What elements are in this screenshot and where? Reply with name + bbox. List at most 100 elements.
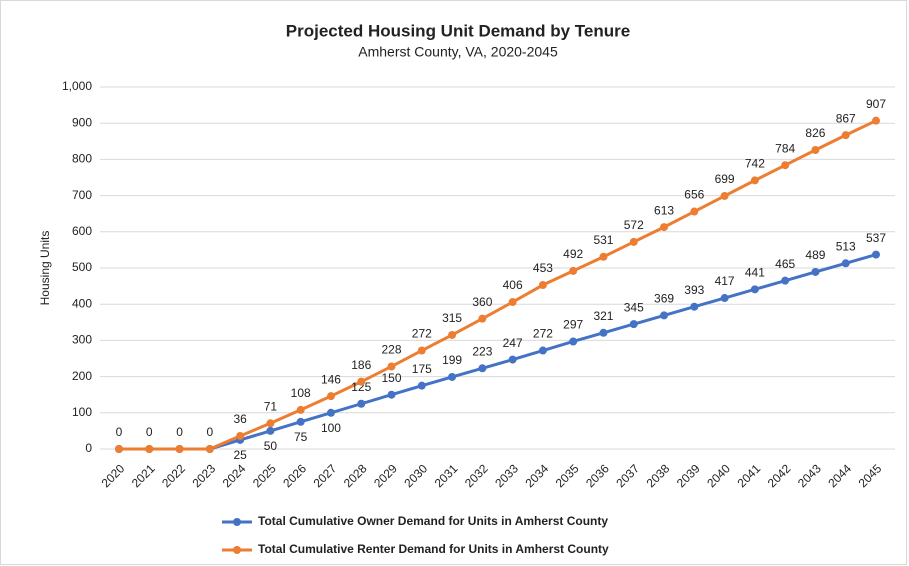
data-point xyxy=(448,330,457,339)
data-point xyxy=(811,145,820,154)
data-point xyxy=(841,131,850,140)
data-label: 742 xyxy=(745,157,765,171)
data-point xyxy=(599,328,608,337)
data-label: 784 xyxy=(775,141,795,155)
data-point xyxy=(296,417,305,426)
series-line xyxy=(119,253,877,451)
data-label: 0 xyxy=(116,425,123,439)
data-point xyxy=(266,419,275,428)
data-label: 907 xyxy=(866,97,886,111)
data-point xyxy=(781,276,790,285)
data-point xyxy=(660,223,669,232)
data-label: 572 xyxy=(624,218,644,232)
data-point xyxy=(508,298,517,307)
data-label: 531 xyxy=(593,233,613,247)
data-point xyxy=(296,405,305,414)
data-label: 228 xyxy=(382,343,402,357)
data-point xyxy=(690,302,699,311)
data-point xyxy=(811,267,820,276)
data-label: 453 xyxy=(533,261,553,275)
y-tick-label: 700 xyxy=(72,188,92,202)
data-point xyxy=(841,259,850,268)
data-point xyxy=(629,237,638,246)
data-label: 71 xyxy=(264,399,278,413)
data-point xyxy=(569,337,578,346)
y-tick-label: 900 xyxy=(72,115,92,129)
y-tick-label: 500 xyxy=(72,260,92,274)
data-label: 186 xyxy=(351,358,371,372)
data-point xyxy=(387,362,396,371)
data-point xyxy=(357,377,366,386)
data-label: 146 xyxy=(321,372,341,386)
y-tick-label: 300 xyxy=(72,333,92,347)
data-point xyxy=(387,390,396,399)
legend-marker xyxy=(233,546,241,554)
data-label: 369 xyxy=(654,292,674,306)
data-label: 297 xyxy=(563,318,583,332)
data-point xyxy=(145,445,154,453)
legend-label: Total Cumulative Owner Demand for Units … xyxy=(258,514,608,528)
data-point xyxy=(781,161,790,170)
data-label: 272 xyxy=(533,327,553,341)
data-label: 360 xyxy=(472,295,492,309)
data-label: 489 xyxy=(805,248,825,262)
data-point xyxy=(417,381,426,390)
data-label: 199 xyxy=(442,353,462,367)
data-label: 613 xyxy=(654,203,674,217)
data-label: 345 xyxy=(624,300,644,314)
data-label: 50 xyxy=(264,439,278,453)
y-tick-label: 100 xyxy=(72,405,92,419)
data-label: 175 xyxy=(412,362,432,376)
data-label: 315 xyxy=(442,311,462,325)
data-label: 656 xyxy=(684,188,704,202)
data-point xyxy=(326,408,335,417)
data-label: 537 xyxy=(866,231,886,245)
data-label: 0 xyxy=(206,425,213,439)
y-tick-label: 0 xyxy=(85,441,92,455)
data-point xyxy=(629,320,638,329)
data-point xyxy=(569,266,578,275)
data-point xyxy=(326,392,335,401)
legend-marker xyxy=(233,518,241,526)
data-point xyxy=(872,250,880,259)
data-label: 826 xyxy=(805,126,825,140)
data-label: 150 xyxy=(382,371,402,385)
data-point xyxy=(508,355,517,364)
data-label: 75 xyxy=(294,430,308,444)
y-tick-label: 800 xyxy=(72,152,92,166)
data-point xyxy=(417,346,426,355)
data-point xyxy=(538,281,547,290)
data-point xyxy=(720,191,729,200)
data-label: 867 xyxy=(836,111,856,125)
y-tick-label: 1,000 xyxy=(62,79,92,93)
data-point xyxy=(872,116,880,125)
y-tick-label: 600 xyxy=(72,224,92,238)
legend-label: Total Cumulative Renter Demand for Units… xyxy=(258,542,609,556)
data-label: 100 xyxy=(321,421,341,435)
data-label: 0 xyxy=(146,425,153,439)
data-point xyxy=(750,176,759,185)
data-label: 125 xyxy=(351,380,371,394)
data-point xyxy=(266,426,275,435)
data-label: 699 xyxy=(715,172,735,186)
data-label: 272 xyxy=(412,327,432,341)
chart-subtitle: Amherst County, VA, 2020-2045 xyxy=(358,44,558,60)
data-point xyxy=(660,311,669,320)
data-point xyxy=(478,314,487,323)
y-tick-label: 400 xyxy=(72,296,92,310)
data-point xyxy=(175,445,184,453)
data-point xyxy=(115,445,123,453)
chart-title: Projected Housing Unit Demand by Tenure xyxy=(286,21,630,40)
data-label: 25 xyxy=(233,448,247,462)
data-label: 492 xyxy=(563,247,583,261)
data-point xyxy=(236,431,245,440)
data-label: 406 xyxy=(503,278,523,292)
data-label: 223 xyxy=(472,344,492,358)
data-point xyxy=(690,207,699,216)
data-point xyxy=(448,372,457,381)
y-tick-label: 200 xyxy=(72,369,92,383)
data-label: 417 xyxy=(715,274,735,288)
data-point xyxy=(478,364,487,373)
